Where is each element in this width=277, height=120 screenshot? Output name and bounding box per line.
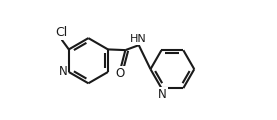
Text: O: O bbox=[116, 67, 125, 80]
Text: N: N bbox=[158, 88, 167, 101]
Text: HN: HN bbox=[130, 34, 147, 44]
Text: Cl: Cl bbox=[56, 26, 68, 39]
Text: N: N bbox=[59, 65, 67, 78]
